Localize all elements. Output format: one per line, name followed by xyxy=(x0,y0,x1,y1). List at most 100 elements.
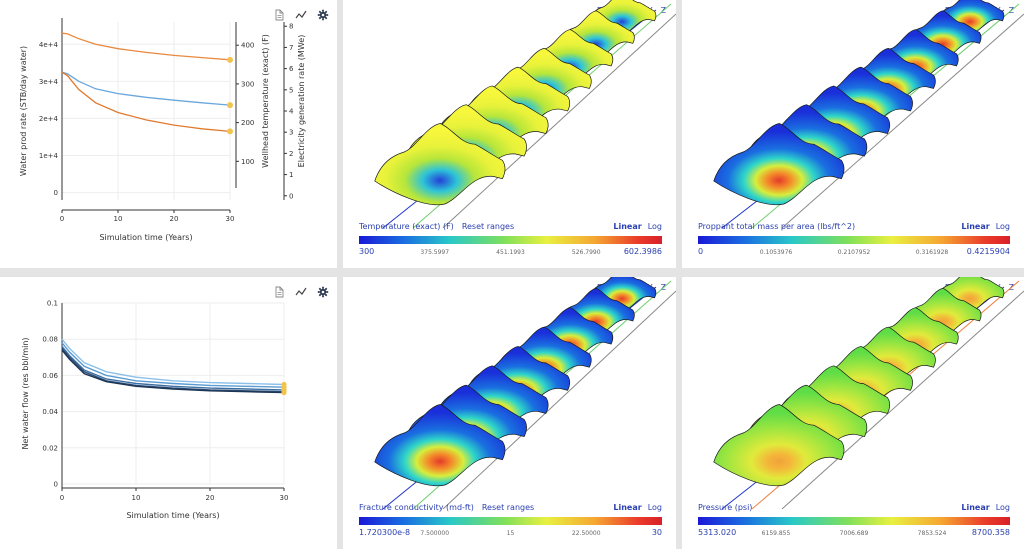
x-axis-label: Simulation time (Years) xyxy=(99,233,192,242)
scene-canvas[interactable] xyxy=(682,0,1024,228)
colorbar-title-row: Pressure (psi) xyxy=(698,503,752,512)
colorbar xyxy=(698,517,1010,525)
colorbar-title-row: Fracture conductivity (md-ft) Reset range… xyxy=(359,503,534,512)
plot-area: 0 10 20 30 0 0.02 0.04 0.06 0.08 0.1 Simulation ti… xyxy=(21,300,288,521)
colorbar-title: Pressure (psi) xyxy=(698,503,753,512)
log-scale-button[interactable]: Log xyxy=(995,503,1010,512)
y-tick-label: 4e+4 xyxy=(39,41,59,49)
y2-tick-label: 200 xyxy=(241,119,254,127)
scene-canvas[interactable] xyxy=(343,0,676,228)
scale-mode-toggle: Linear Log xyxy=(961,503,1010,512)
series-line-0 xyxy=(61,32,231,61)
y-tick-label: 0.06 xyxy=(42,372,58,380)
scene-canvas[interactable] xyxy=(343,277,676,509)
colorbar-tick-label: 7006.689 xyxy=(839,530,869,537)
colorbar-ticks: 0 0.1053976 0.2107952 0.3161928 0.4215904 xyxy=(698,247,1010,259)
proppant-3d-view[interactable]: DefaultXYZProppant total mass per area (… xyxy=(682,0,1024,268)
series-end-marker xyxy=(227,56,233,63)
vertical-splitter-right[interactable] xyxy=(676,0,682,549)
colorbar-min-value[interactable]: 5313.020 xyxy=(698,528,737,537)
reset-ranges-link[interactable]: Reset ranges xyxy=(461,222,515,231)
linear-scale-button[interactable]: Linear xyxy=(961,503,990,512)
document-icon[interactable] xyxy=(273,283,285,298)
colorbar-max-value[interactable]: 0.4215904 xyxy=(966,247,1010,256)
colorbar-ticks: 300 375.5997 451.1993 526.7990 602.3986 xyxy=(359,247,662,259)
colorbar-max-value[interactable]: 8700.358 xyxy=(971,528,1010,537)
series-line-0 xyxy=(61,338,285,386)
line-chart-icon[interactable] xyxy=(295,283,307,296)
colorbar-tick-label: 6159.855 xyxy=(761,530,791,537)
temperature-3d-view[interactable]: DefaultXYZTemperature (exact) (F)Reset r… xyxy=(343,0,676,268)
series-line-4 xyxy=(61,349,285,394)
horizontal-splitter[interactable] xyxy=(0,268,1024,277)
colorbar-title: Temperature (exact) (F) xyxy=(359,222,454,231)
log-scale-button[interactable]: Log xyxy=(995,222,1010,231)
log-scale-button[interactable]: Log xyxy=(647,503,662,512)
series-line-1 xyxy=(61,342,285,388)
log-scale-button[interactable]: Log xyxy=(647,222,662,231)
colorbar-tick-label: 22.50000 xyxy=(571,530,601,537)
x-tick-label: 10 xyxy=(114,215,123,223)
chart-toolbar xyxy=(273,6,329,21)
colorbar-tick-label: 451.1993 xyxy=(496,249,525,256)
y-tick-label: 0.08 xyxy=(42,336,58,344)
scale-mode-toggle: Linear Log xyxy=(613,222,662,231)
fracture-surface xyxy=(374,404,506,487)
y3-axis-label: Electricity generation rate (MWe) xyxy=(297,35,306,168)
colorbar xyxy=(698,236,1010,244)
colorbar-tick-label: 526.7990 xyxy=(571,249,601,256)
y3-tick-label: 5 xyxy=(289,86,293,94)
production-chart-panel: 0 1e+4 2e+4 3e+4 4e+4 0 10 20 30 Simulation time … xyxy=(0,0,337,268)
colorbar-tick-label: 0.2107952 xyxy=(837,249,871,256)
y3-tick-label: 2 xyxy=(289,150,293,158)
y-tick-label: 0.02 xyxy=(42,444,58,452)
gear-icon[interactable] xyxy=(317,6,329,21)
colorbar-title: Proppant total mass per area (lbs/ft^2) xyxy=(698,222,856,231)
chart-toolbar xyxy=(273,283,329,298)
y-tick-label: 0 xyxy=(54,189,58,197)
colorbar-min-value[interactable]: 1.720300e-8 xyxy=(359,528,411,537)
axis-line-z xyxy=(442,290,676,509)
scale-mode-toggle: Linear Log xyxy=(613,503,662,512)
y-axis-label: Water prod rate (STB/day water) xyxy=(19,46,28,176)
linear-scale-button[interactable]: Linear xyxy=(613,503,642,512)
axis-line-z xyxy=(442,13,676,228)
colorbar-title: Fracture conductivity (md-ft) xyxy=(359,503,474,512)
x-tick-label: 20 xyxy=(170,215,179,223)
series-line-2 xyxy=(61,71,231,133)
colorbar-min-value[interactable]: 300 xyxy=(359,247,375,256)
conductivity-3d-view[interactable]: DefaultXYZFracture conductivity (md-ft)R… xyxy=(343,277,676,549)
colorbar-max-value[interactable]: 602.3986 xyxy=(623,247,662,256)
colorbar-tick-label: 375.5997 xyxy=(420,249,450,256)
colorbar-max-value[interactable]: 30 xyxy=(651,528,662,537)
document-icon[interactable] xyxy=(273,6,285,21)
reset-ranges-link[interactable]: Reset ranges xyxy=(481,503,535,512)
y-tick-label: 1e+4 xyxy=(39,152,59,160)
linear-scale-button[interactable]: Linear xyxy=(961,222,990,231)
linear-scale-button[interactable]: Linear xyxy=(613,222,642,231)
scale-mode-toggle: Linear Log xyxy=(961,222,1010,231)
y-tick-label: 0 xyxy=(54,481,58,489)
y3-tick-label: 7 xyxy=(289,44,293,52)
y3-tick-label: 8 xyxy=(289,23,293,31)
series-line-1 xyxy=(61,71,231,106)
scene-canvas[interactable] xyxy=(682,277,1024,509)
water-flow-chart: 0 10 20 30 0 0.02 0.04 0.06 0.08 0.1 Simulation ti… xyxy=(21,300,288,521)
vertical-splitter-left[interactable] xyxy=(337,0,343,549)
gear-icon[interactable] xyxy=(317,283,329,298)
x-tick-label: 10 xyxy=(132,494,141,502)
colorbar-ticks: 1.720300e-8 7.500000 15 22.50000 30 xyxy=(359,528,662,540)
y3-tick-label: 1 xyxy=(289,171,293,179)
series-line-2 xyxy=(61,345,285,391)
y-tick-label: 0.1 xyxy=(47,300,58,308)
series-end-marker xyxy=(227,128,233,135)
y-tick-label: 3e+4 xyxy=(39,78,59,86)
line-chart-icon[interactable] xyxy=(295,6,307,19)
pressure-3d-view[interactable]: DefaultXYZPressure (psi)LinearLog5313.02… xyxy=(682,277,1024,549)
axis-line-z xyxy=(781,13,1024,228)
x-tick-label: 0 xyxy=(60,215,64,223)
colorbar-min-value[interactable]: 0 xyxy=(698,247,704,256)
